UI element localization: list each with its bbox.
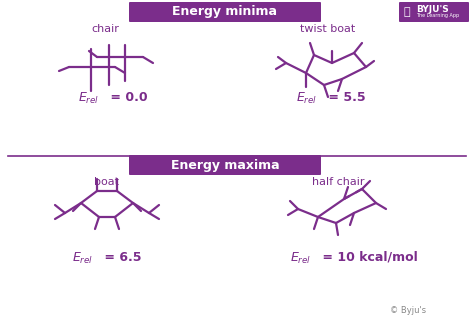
Text: © Byju's: © Byju's — [390, 306, 426, 315]
Text: chair: chair — [91, 24, 119, 34]
Text: The Learning App: The Learning App — [416, 13, 459, 19]
Text: $E_{rel}$: $E_{rel}$ — [290, 251, 311, 266]
Text: = 0.0: = 0.0 — [106, 91, 147, 104]
Text: = 10 kcal/mol: = 10 kcal/mol — [318, 251, 418, 264]
Text: = 6.5: = 6.5 — [100, 251, 142, 264]
Text: Energy maxima: Energy maxima — [171, 159, 279, 172]
Text: $E_{rel}$: $E_{rel}$ — [72, 251, 93, 266]
Text: Energy minima: Energy minima — [173, 5, 277, 19]
Text: Ⓑ: Ⓑ — [404, 7, 410, 17]
FancyBboxPatch shape — [129, 2, 321, 22]
Text: $E_{rel}$: $E_{rel}$ — [296, 91, 317, 106]
Text: $E_{rel}$: $E_{rel}$ — [78, 91, 99, 106]
FancyBboxPatch shape — [129, 155, 321, 175]
Text: half chair: half chair — [312, 177, 364, 187]
Text: = 5.5: = 5.5 — [324, 91, 365, 104]
FancyBboxPatch shape — [399, 2, 469, 22]
Text: twist boat: twist boat — [301, 24, 356, 34]
Text: boat: boat — [94, 177, 119, 187]
Text: BYJU'S: BYJU'S — [416, 5, 449, 14]
